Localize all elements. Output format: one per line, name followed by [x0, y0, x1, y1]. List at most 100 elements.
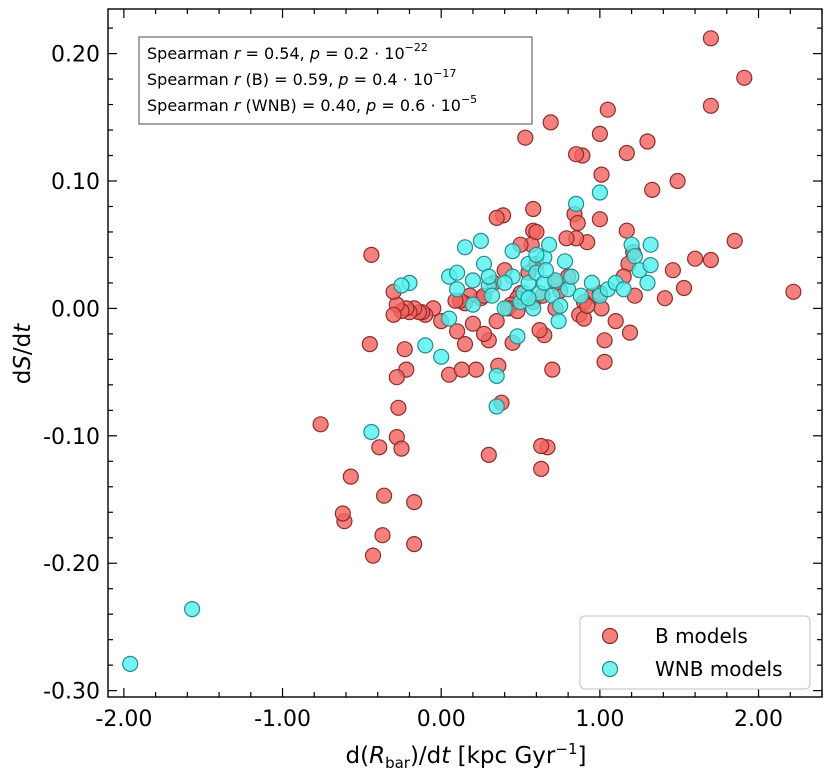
- wnb-model-point: [496, 300, 513, 317]
- b-model-point: [396, 341, 413, 358]
- b-model-point: [544, 361, 561, 378]
- wnb-model-point: [591, 184, 609, 201]
- b-model-point: [480, 446, 497, 463]
- b-model-point: [525, 200, 542, 218]
- wnb-model-point: [537, 262, 555, 279]
- wnb-model-point: [547, 272, 564, 289]
- b-model-point: [531, 322, 548, 339]
- legend-label-b: B models: [655, 624, 748, 648]
- wnb-model-point: [520, 290, 537, 307]
- plot-frame: [107, 8, 823, 698]
- b-model-point: [702, 97, 720, 114]
- b-model-point: [621, 324, 639, 341]
- wnb-model-point: [572, 287, 589, 304]
- x-tick-label: 2.00: [734, 707, 783, 732]
- b-model-point: [475, 325, 493, 342]
- b-model-point: [542, 114, 559, 131]
- b-model-point: [468, 361, 485, 378]
- b-model-point: [675, 279, 693, 297]
- b-model-point: [533, 460, 550, 477]
- b-model-point: [453, 361, 470, 378]
- b-model-point: [406, 535, 423, 553]
- wnb-model-point: [449, 281, 466, 298]
- wnb-model-point: [480, 268, 497, 285]
- wnb-model-point: [496, 274, 513, 291]
- b-model-point: [449, 323, 466, 340]
- b-model-point: [406, 494, 423, 511]
- wnb-model-point: [583, 274, 601, 291]
- y-tick-label: 0.00: [51, 297, 100, 322]
- b-model-point: [639, 133, 656, 150]
- annotation-line-3: Spearman r (WNB) = 0.40, p = 0.6 · 10−5: [147, 93, 477, 115]
- b-model-point: [686, 250, 704, 267]
- b-model-point: [312, 416, 329, 433]
- wnb-model-point: [488, 398, 505, 415]
- wnb-model-point: [615, 281, 632, 298]
- b-model-point: [736, 69, 753, 86]
- b-model-point: [567, 146, 585, 163]
- y-tick-label: -0.10: [43, 425, 100, 450]
- b-model-point: [376, 487, 393, 504]
- legend-box: [579, 615, 811, 690]
- x-tick-label: 0.00: [417, 707, 466, 732]
- wnb-model-point: [528, 246, 545, 263]
- wnb-model-point: [472, 232, 489, 249]
- wnb-model-point: [540, 236, 558, 253]
- b-model-point: [664, 262, 682, 279]
- wnb-model-point: [488, 367, 505, 384]
- b-model-point: [374, 527, 391, 544]
- wnb-model-point: [639, 274, 656, 291]
- b-model-point: [390, 399, 407, 416]
- b-model-point: [528, 223, 545, 241]
- b-model-point: [656, 290, 674, 307]
- b-model-point: [393, 440, 410, 457]
- b-model-point: [599, 101, 616, 118]
- b-model-point: [702, 30, 720, 47]
- b-model-point: [569, 214, 586, 232]
- b-model-point: [596, 332, 613, 349]
- b-model-point: [371, 439, 388, 456]
- b-model-point: [388, 369, 405, 386]
- wnb-model-point: [556, 253, 574, 270]
- x-axis-label: d(Rbar)/dt [kpc Gyr−1]: [346, 740, 587, 772]
- x-tick-label: 1.00: [575, 707, 624, 732]
- y-axis-label: dS/dt: [10, 323, 36, 385]
- b-model-point: [618, 144, 635, 162]
- b-model-point: [363, 246, 380, 263]
- wnb-model-point: [563, 268, 580, 285]
- y-tick-label: 0.10: [51, 170, 100, 195]
- wnb-model-point: [433, 348, 450, 365]
- b-model-point: [361, 336, 378, 353]
- wnb-model-point: [363, 423, 380, 441]
- b-model-point: [702, 251, 720, 269]
- axis-ticks: -2.00 -1.00 0.00 1.00 2.00 -0.30 -0.20 -0.10 0.0…: [43, 9, 823, 732]
- wnb-model-point: [417, 337, 434, 354]
- b-model-point: [607, 313, 624, 330]
- y-tick-label: -0.30: [43, 680, 100, 705]
- wnb-model-point: [509, 328, 526, 345]
- b-model-point: [596, 353, 613, 370]
- b-model-point: [456, 336, 474, 353]
- b-model-point: [364, 547, 382, 564]
- legend-label-wnb: WNB models: [655, 657, 783, 681]
- wnb-model-point: [184, 600, 201, 618]
- b-model-point: [342, 468, 359, 485]
- x-tick-label: -1.00: [254, 707, 311, 732]
- wnb-model-point: [504, 243, 521, 260]
- b-model-point: [591, 125, 609, 142]
- wnb-model-point: [567, 195, 585, 212]
- annotation-line-1: Spearman r = 0.54, p = 0.2 · 10−22: [147, 41, 428, 63]
- b-model-point: [669, 172, 686, 190]
- y-tick-label: -0.20: [43, 552, 100, 577]
- annotation-line-2: Spearman r (B) = 0.59, p = 0.4 · 10−17: [147, 67, 456, 89]
- b-model-point: [644, 181, 661, 198]
- wnb-model-point: [464, 296, 481, 313]
- b-model-point: [334, 505, 351, 522]
- wnb-model-point: [456, 239, 474, 256]
- b-model-point: [593, 166, 610, 183]
- legend-marker-wnb: [601, 660, 619, 678]
- b-model-point: [558, 230, 575, 247]
- wnb-model-point: [626, 248, 643, 265]
- legend: B models WNB models: [579, 615, 811, 690]
- wnb-model-point: [642, 236, 659, 253]
